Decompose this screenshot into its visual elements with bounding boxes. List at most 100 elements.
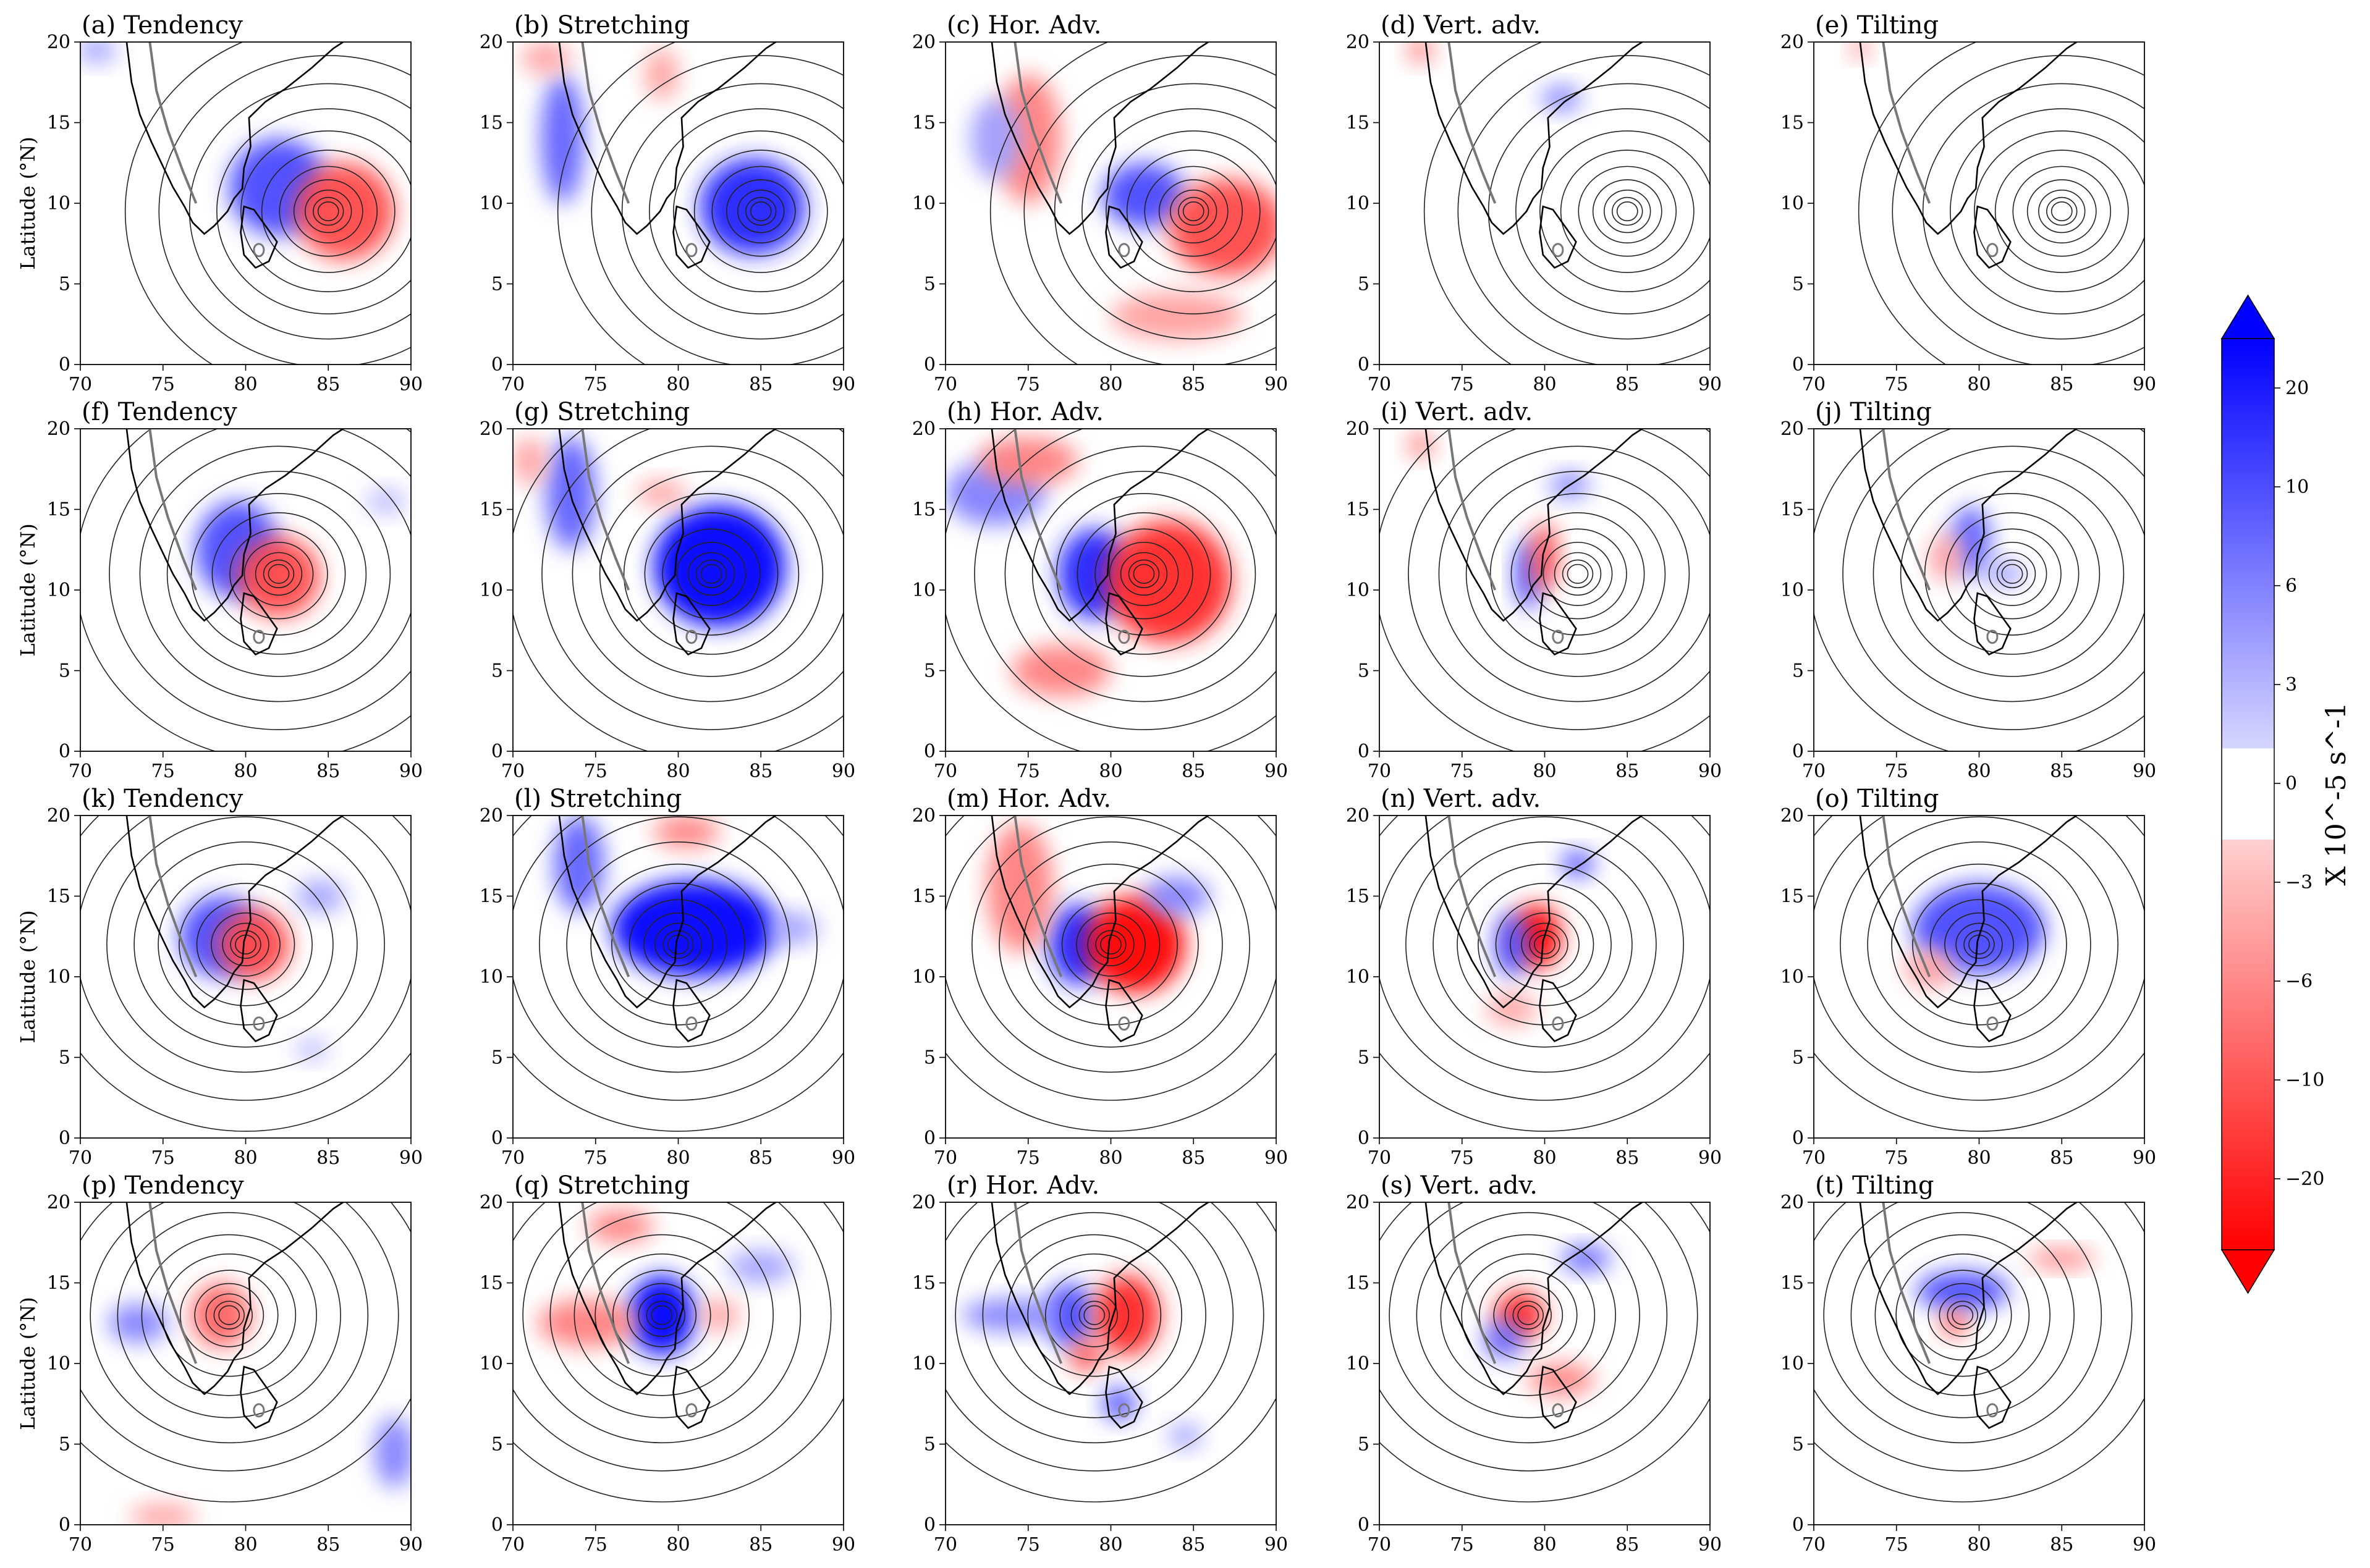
shading-blob-positive bbox=[628, 1275, 695, 1355]
panel-o: 70 75 80 85 90 0 5 10 15 20 (o) Tilting bbox=[1780, 785, 2156, 1169]
coastline-sri-lanka bbox=[1973, 979, 2012, 1042]
coastline-sri-lanka bbox=[1973, 1365, 2012, 1429]
contour-line bbox=[946, 816, 1276, 1132]
contour-line bbox=[139, 445, 411, 702]
x-tick-label: 85 bbox=[316, 374, 340, 395]
contour-line bbox=[573, 1234, 750, 1396]
colorbar-tick-label: 6 bbox=[2285, 575, 2297, 597]
contour-line bbox=[1895, 1253, 2030, 1377]
contour-line bbox=[1924, 493, 2101, 655]
contour-line bbox=[1465, 471, 1690, 677]
coastline-sri-lanka bbox=[240, 1365, 278, 1429]
shading-blob-positive bbox=[1913, 883, 2046, 974]
x-tick-label: 75 bbox=[584, 761, 607, 782]
x-tick-label: 90 bbox=[1264, 1534, 1288, 1556]
contour-line bbox=[572, 445, 844, 702]
plot-area bbox=[1814, 816, 2144, 1138]
contour-line bbox=[1543, 541, 1613, 606]
x-tick-label: 70 bbox=[1802, 1534, 1826, 1556]
terrain-contour bbox=[1014, 816, 1063, 977]
contour-line bbox=[1461, 1253, 1596, 1377]
x-tick-label: 90 bbox=[1264, 761, 1288, 782]
panel-d: 70 75 80 85 90 0 5 10 15 20 (d) Vert. adv. bbox=[1346, 11, 1722, 395]
shading-blob-negative bbox=[521, 42, 571, 75]
x-tick-label: 80 bbox=[666, 374, 690, 395]
contour-line bbox=[1840, 816, 2118, 1073]
x-tick-label: 85 bbox=[2050, 1534, 2073, 1556]
x-tick-label: 85 bbox=[749, 761, 772, 782]
coastline-sri-lanka bbox=[672, 592, 711, 655]
panel-l: 70 75 80 85 90 0 5 10 15 20 (l) Stretching bbox=[480, 785, 855, 1169]
contour-line bbox=[1945, 512, 2080, 636]
x-tick-label: 70 bbox=[1802, 374, 1826, 395]
coastline-india bbox=[1424, 816, 1643, 1009]
y-tick-label: 5 bbox=[924, 1434, 936, 1456]
panel-title: (a) Tendency bbox=[82, 11, 243, 40]
contour-line bbox=[1842, 429, 2144, 730]
colorbar-tick-label: −10 bbox=[2285, 1069, 2324, 1091]
x-tick-label: 85 bbox=[1615, 374, 1639, 395]
panel-title: (e) Tilting bbox=[1815, 11, 1939, 40]
y-tick-label: 0 bbox=[59, 354, 70, 376]
shading-blob-negative bbox=[513, 437, 546, 486]
contour-line bbox=[222, 922, 269, 967]
panel-title: (i) Vert. adv. bbox=[1381, 398, 1533, 426]
contour-line bbox=[1950, 108, 2144, 314]
contour-line bbox=[1944, 912, 2014, 977]
y-tick-label: 10 bbox=[47, 966, 70, 988]
terrain-contour bbox=[148, 42, 198, 204]
contour-line bbox=[1031, 471, 1256, 677]
contour-line bbox=[1510, 912, 1580, 977]
y-tick-label: 10 bbox=[1780, 1353, 1804, 1375]
colorbar-units-label: X 10^-5 s^-1 bbox=[2321, 702, 2352, 885]
coastline-india bbox=[991, 429, 1209, 622]
y-tick-label: 15 bbox=[1780, 112, 1804, 134]
panel-title: (d) Vert. adv. bbox=[1381, 11, 1541, 40]
y-tick-label: 20 bbox=[1780, 805, 1804, 827]
y-tick-label: 5 bbox=[491, 660, 503, 682]
y-tick-label: 20 bbox=[47, 418, 70, 440]
contour-line bbox=[1158, 179, 1229, 244]
contour-line bbox=[158, 863, 334, 1026]
y-tick-label: 15 bbox=[1346, 499, 1369, 521]
coastline-india bbox=[558, 816, 777, 1009]
shading-blob-negative bbox=[1012, 644, 1111, 697]
x-tick-label: 70 bbox=[501, 374, 525, 395]
contour-line bbox=[2001, 563, 2023, 584]
y-tick-label: 20 bbox=[912, 1192, 936, 1213]
y-tick-label: 10 bbox=[912, 193, 936, 214]
coastline-india bbox=[1424, 1202, 1643, 1396]
panel-t: 70 75 80 85 90 0 5 10 15 20 (t) Tilting bbox=[1780, 1171, 2156, 1556]
y-tick-label: 15 bbox=[912, 886, 936, 908]
contour-line bbox=[646, 1300, 677, 1330]
y-tick-label: 10 bbox=[47, 1353, 70, 1375]
x-tick-label: 75 bbox=[1885, 1147, 1908, 1169]
panel-k: 70 75 80 85 90 0 5 10 15 20 (k) Tendency Latitude (… bbox=[16, 785, 423, 1169]
x-tick-label: 90 bbox=[832, 374, 855, 395]
y-tick-label: 15 bbox=[480, 1273, 503, 1294]
shading-blob-positive bbox=[962, 1299, 1062, 1331]
y-tick-label: 0 bbox=[924, 1514, 936, 1536]
coastline-india bbox=[558, 1202, 777, 1396]
x-tick-label: 80 bbox=[1099, 761, 1122, 782]
coastline-india bbox=[991, 42, 1209, 235]
y-tick-label: 10 bbox=[1346, 193, 1369, 214]
terrain-contour bbox=[1986, 243, 1999, 258]
shading-blob-positive bbox=[80, 42, 117, 63]
x-tick-label: 80 bbox=[1967, 761, 1991, 782]
contour-line bbox=[279, 166, 378, 257]
x-tick-label: 90 bbox=[1698, 374, 1722, 395]
x-tick-label: 85 bbox=[749, 1147, 772, 1169]
plot-area bbox=[513, 429, 844, 751]
terrain-contour bbox=[1014, 1202, 1063, 1364]
shading-blob-negative bbox=[700, 1299, 740, 1331]
x-tick-label: 80 bbox=[234, 1534, 257, 1556]
x-tick-label: 75 bbox=[1017, 1147, 1040, 1169]
contour-line bbox=[211, 512, 346, 636]
contour-line bbox=[1076, 912, 1146, 977]
coastline-india bbox=[1859, 429, 2078, 622]
terrain-contour bbox=[581, 429, 630, 591]
plot-area bbox=[946, 429, 1276, 751]
panel-title: (h) Hor. Adv. bbox=[947, 398, 1104, 426]
contour-line bbox=[1939, 1293, 1986, 1337]
